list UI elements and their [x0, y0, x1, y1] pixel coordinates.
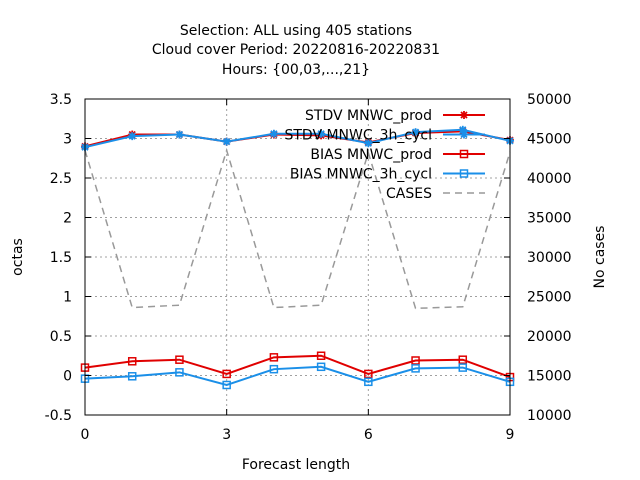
marker-stroke: [411, 128, 420, 136]
y2-tick-label: 50000: [527, 92, 572, 108]
y2-tick-label: 45000: [527, 132, 572, 148]
y-tick-label: 3.5: [50, 92, 72, 108]
data-point: [269, 129, 278, 138]
series-bias-mnwc-prod: [80, 351, 515, 382]
y2-tick-label: 30000: [527, 250, 572, 266]
y2-axis-label: No cases: [592, 226, 608, 289]
marker-stroke: [460, 130, 468, 139]
y2-tick-label: 15000: [527, 369, 572, 385]
data-point: [459, 169, 469, 178]
data-point: [127, 357, 137, 366]
y2-tick-label: 35000: [527, 211, 572, 227]
series-bias-mnwc-3h-cycl: [80, 362, 515, 390]
marker-stroke: [317, 130, 325, 138]
y-tick-label: 0.5: [50, 329, 72, 345]
data-point: [175, 355, 184, 364]
series-line: [84, 354, 511, 379]
chart-title: Selection: ALL using 405 stations Cloud …: [152, 23, 440, 78]
title-line-3: Hours: {00,03,...,21}: [222, 62, 370, 78]
data-point: [222, 369, 231, 379]
marker-stroke: [460, 111, 468, 119]
data-point: [316, 362, 326, 372]
y-tick-label: -0.5: [45, 408, 72, 424]
data-point: [460, 111, 468, 119]
y-tick-label: 3: [63, 132, 72, 148]
y-axis-label: octas: [10, 238, 26, 276]
data-point: [269, 353, 279, 362]
marker-stroke: [128, 132, 136, 140]
data-point: [364, 377, 373, 387]
marker-stroke: [364, 139, 372, 147]
y-tick-label: 1: [63, 290, 72, 306]
series-line: [84, 365, 511, 387]
data-point: [127, 372, 137, 381]
data-point: [175, 368, 184, 377]
legend-label: STDV MNWC_prod: [305, 108, 432, 124]
y2-tick-label: 40000: [527, 171, 572, 187]
legend-label: STDV MNWC_3h_cycl: [284, 128, 432, 144]
y2-tick-label: 10000: [527, 408, 572, 424]
x-axis-label: Forecast length: [242, 457, 350, 473]
legend-label: CASES: [386, 186, 432, 202]
legend-label: BIAS MNWC_prod: [310, 147, 432, 163]
series-line: [84, 128, 511, 149]
data-point: [458, 355, 468, 364]
data-point: [460, 130, 468, 139]
grid: [85, 99, 510, 415]
data-point: [222, 380, 231, 390]
y-tick-label: 0: [63, 369, 72, 385]
data-point: [317, 129, 326, 138]
y-tick-label: 2.5: [50, 171, 72, 187]
marker-stroke: [175, 130, 184, 139]
marker-stroke: [270, 130, 278, 138]
y2-tick-label: 25000: [527, 290, 572, 306]
y-tick-label: 1.5: [50, 250, 72, 266]
x-tick-label: 0: [81, 427, 90, 443]
y2-tick-label: 20000: [527, 329, 572, 345]
data-point: [364, 139, 373, 148]
series-line: [84, 147, 511, 310]
data-point: [269, 364, 279, 374]
marker-stroke: [223, 138, 231, 146]
data-point: [459, 149, 469, 159]
title-line-1: Selection: ALL using 405 stations: [180, 23, 412, 39]
series-cases: [84, 147, 511, 310]
x-tick-label: 9: [506, 427, 515, 443]
data-point: [411, 356, 420, 365]
data-point: [411, 364, 420, 373]
ticks: -0.5 0 0.5 1 1.5 2 2.5 3 3.5 10000 15000 20000 25000…: [45, 92, 572, 443]
data-point: [411, 128, 420, 137]
series-layer: [80, 125, 515, 390]
data-point: [316, 351, 326, 360]
data-point: [128, 132, 137, 141]
y-tick-label: 2: [63, 211, 72, 227]
legend: STDV MNWC_prod STDV MNWC_3h_cycl BIAS MNWC…: [284, 108, 485, 202]
x-tick-label: 6: [364, 427, 373, 443]
x-tick-label: 3: [222, 427, 231, 443]
legend-label: BIAS MNWC_3h_cycl: [290, 167, 432, 183]
data-point: [458, 363, 468, 372]
data-point: [175, 130, 184, 139]
data-point: [364, 369, 373, 379]
title-line-2: Cloud cover Period: 20220816-20220831: [152, 42, 440, 58]
data-point: [222, 137, 231, 146]
